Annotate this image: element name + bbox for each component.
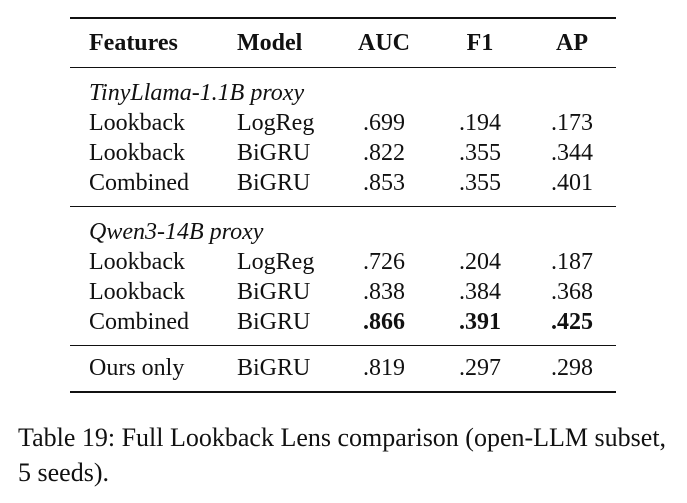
cell-features: Combined	[89, 170, 189, 196]
header-f1: F1	[466, 30, 494, 56]
cell-auc: .853	[363, 170, 405, 196]
cell-ap: .401	[551, 170, 593, 196]
cell-auc: .699	[363, 110, 405, 136]
table-row: Lookback BiGRU .822 .355 .344	[70, 138, 616, 168]
cell-model: LogReg	[237, 110, 315, 136]
cell-auc: .726	[363, 249, 405, 275]
bottom-rule	[70, 391, 616, 393]
top-rule	[70, 17, 616, 19]
header-ap: AP	[556, 30, 588, 56]
table-row-best: Combined BiGRU .866 .391 .425	[70, 307, 616, 337]
table-row-ours: Ours only BiGRU .819 .297 .298	[70, 353, 616, 383]
cell-auc: .819	[363, 355, 405, 381]
table-header-row: Features Model AUC F1 AP	[70, 19, 616, 67]
group-separator-rule	[70, 206, 616, 207]
cell-model: BiGRU	[237, 140, 311, 166]
table-row: Lookback LogReg .726 .204 .187	[70, 247, 616, 277]
cell-f1-best: .391	[459, 309, 501, 335]
header-auc: AUC	[358, 30, 410, 56]
cell-f1: .297	[459, 355, 501, 381]
group-title-text: TinyLlama-1.1B proxy	[89, 80, 305, 106]
group-title-text: Qwen3-14B proxy	[89, 219, 264, 245]
cell-model: BiGRU	[237, 170, 311, 196]
table-caption: Table 19: Full Lookback Lens comparison …	[18, 423, 667, 487]
cell-ap: .173	[551, 110, 593, 136]
cell-ap: .368	[551, 279, 593, 305]
cell-features: Lookback	[89, 249, 185, 275]
cell-model: LogReg	[237, 249, 315, 275]
header-rule	[70, 67, 616, 68]
table-row: Combined BiGRU .853 .355 .401	[70, 168, 616, 198]
cell-ap: .298	[551, 355, 593, 381]
cell-f1: .204	[459, 249, 501, 275]
cell-features: Lookback	[89, 110, 185, 136]
group-title-qwen: Qwen3-14B proxy	[70, 217, 616, 247]
group-separator-rule	[70, 345, 616, 346]
cell-f1: .194	[459, 110, 501, 136]
cell-features: Ours only	[89, 355, 185, 381]
cell-features: Lookback	[89, 140, 185, 166]
cell-model: BiGRU	[237, 279, 311, 305]
cell-f1: .355	[459, 140, 501, 166]
cell-ap-best: .425	[551, 309, 593, 335]
table-row: Lookback BiGRU .838 .384 .368	[70, 277, 616, 307]
header-model: Model	[237, 30, 303, 56]
header-features: Features	[89, 30, 178, 56]
cell-auc: .838	[363, 279, 405, 305]
cell-auc-best: .866	[363, 309, 405, 335]
cell-features: Combined	[89, 309, 189, 335]
cell-f1: .384	[459, 279, 501, 305]
group-title-tinyllama: TinyLlama-1.1B proxy	[70, 78, 616, 108]
cell-ap: .187	[551, 249, 593, 275]
cell-model: BiGRU	[237, 309, 311, 335]
table-row: Lookback LogReg .699 .194 .173	[70, 108, 616, 138]
cell-f1: .355	[459, 170, 501, 196]
cell-ap: .344	[551, 140, 593, 166]
cell-model: BiGRU	[237, 355, 311, 381]
cell-features: Lookback	[89, 279, 185, 305]
results-table: Features Model AUC F1 AP TinyLlama-1.1B …	[70, 17, 616, 393]
cell-auc: .822	[363, 140, 405, 166]
